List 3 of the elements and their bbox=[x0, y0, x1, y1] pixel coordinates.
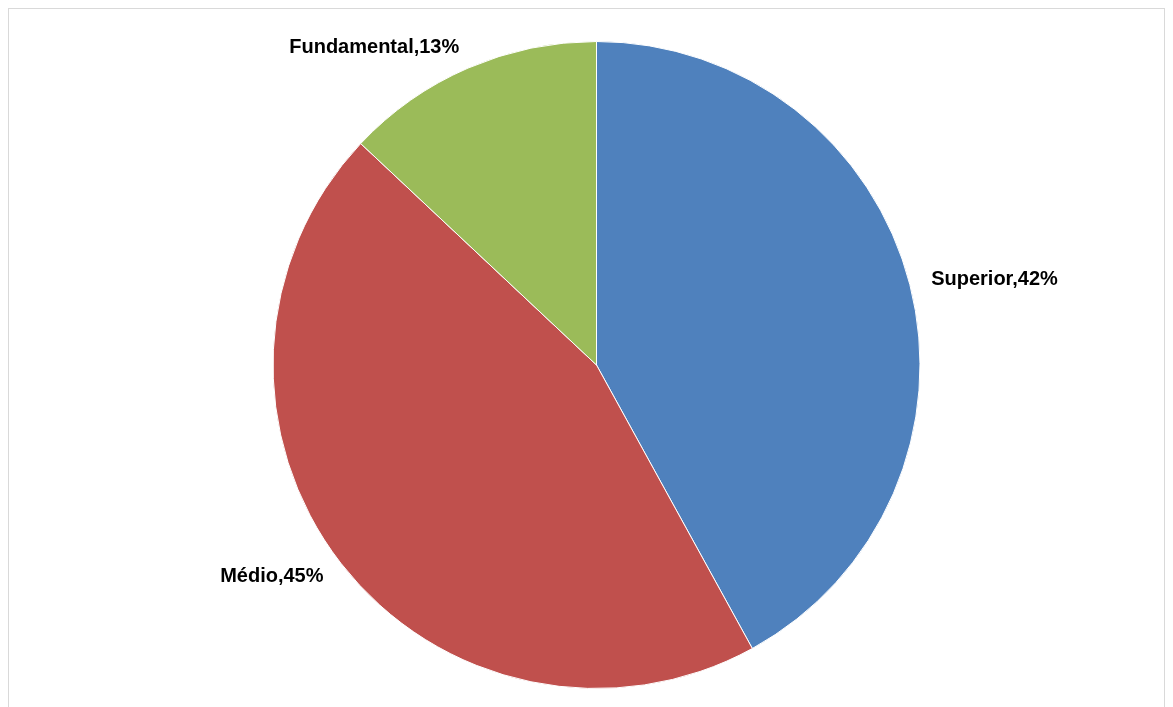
slice-label: Médio,45% bbox=[220, 564, 324, 587]
slice-label: Superior,42% bbox=[931, 266, 1059, 289]
slice-label: Fundamental,13% bbox=[289, 35, 460, 58]
